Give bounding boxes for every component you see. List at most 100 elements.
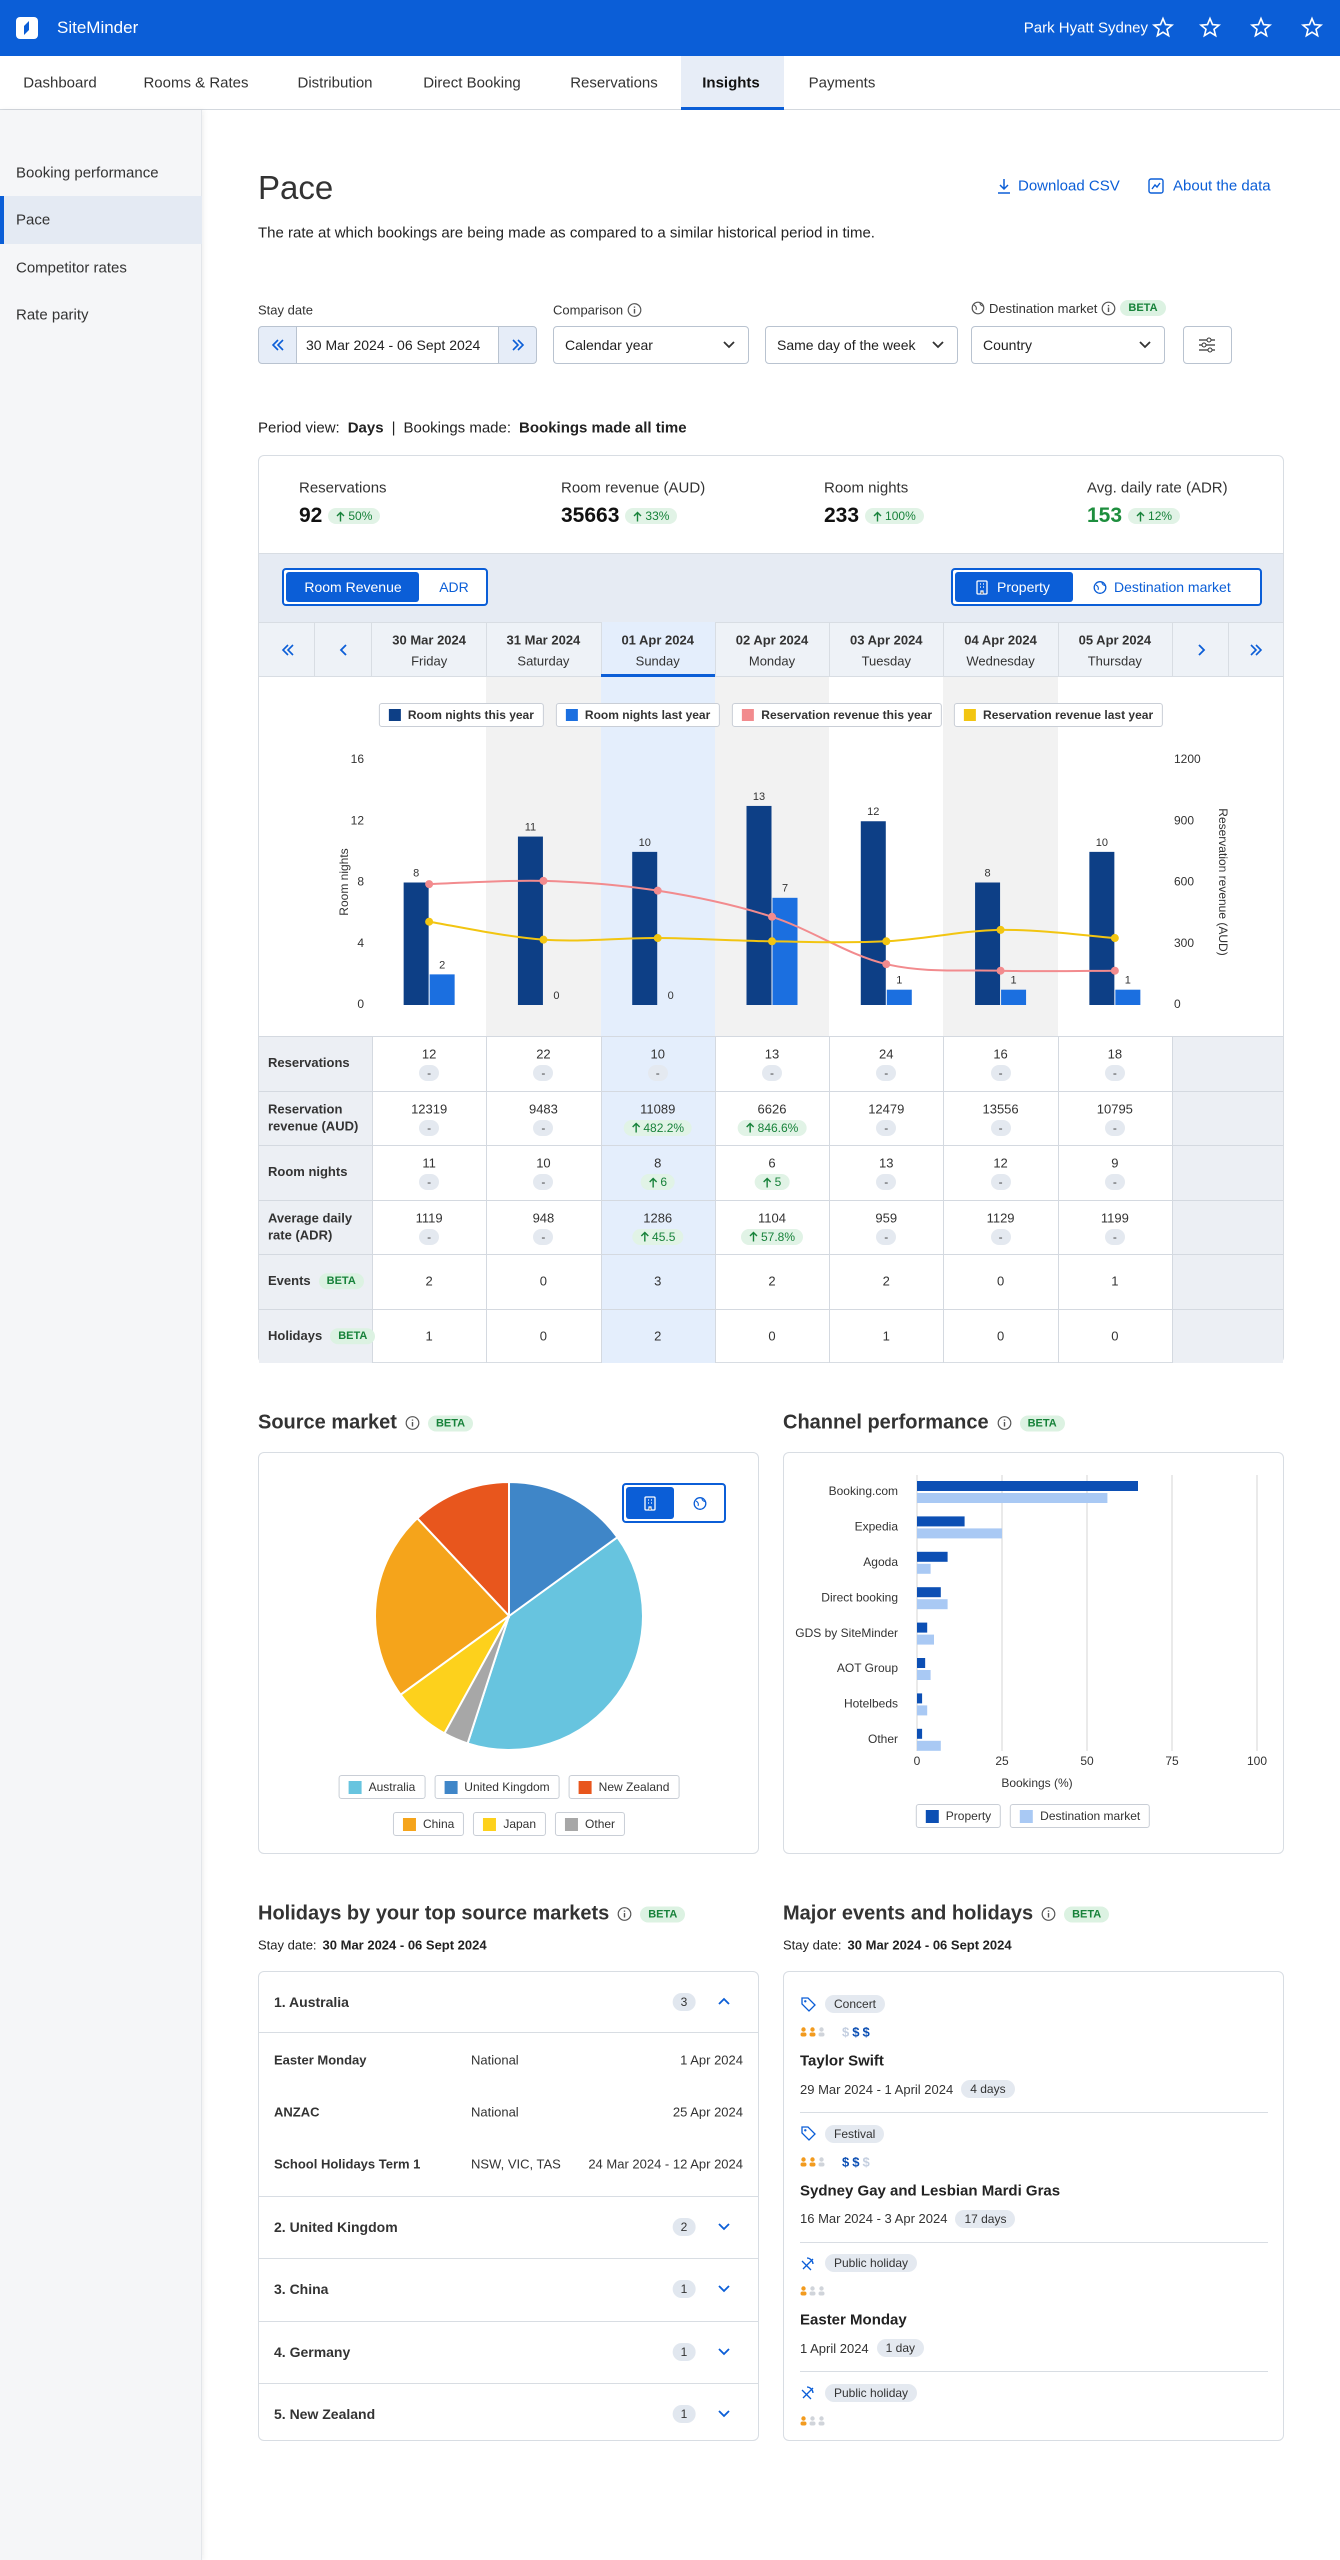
- line-point: [768, 912, 776, 921]
- sidebar-item[interactable]: Booking performance: [16, 164, 159, 182]
- sidebar-item[interactable]: Pace: [16, 211, 51, 229]
- pie-slice: [415, 1480, 510, 1619]
- row-label-text: Room nights: [268, 1164, 348, 1180]
- bar-value-label: 0: [668, 990, 674, 1002]
- kpi-label: Reservations: [299, 479, 387, 497]
- legend-label: United Kingdom: [464, 1780, 550, 1794]
- star-button[interactable]: [1300, 16, 1324, 38]
- cell-value: 12: [993, 1155, 1008, 1171]
- cell-change: 5: [754, 1174, 790, 1191]
- label: SiteMinder: [57, 18, 139, 37]
- cell-change-pill: -: [876, 1174, 897, 1191]
- market-toggle-active: [955, 572, 1073, 602]
- legend-swatch: [565, 1817, 579, 1831]
- star-button[interactable]: [1151, 16, 1175, 38]
- cell-change: -: [1104, 1065, 1125, 1082]
- channel-legend: Property Destination market: [915, 1804, 1151, 1828]
- nav-tab[interactable]: Dashboard: [23, 74, 97, 92]
- holiday-scope: National: [471, 2052, 519, 2068]
- info-icon: [627, 303, 642, 317]
- property-name[interactable]: Park Hyatt Sydney: [1023, 19, 1148, 37]
- sidebar-item[interactable]: Competitor rates: [16, 259, 127, 277]
- legend-label: Japan: [503, 1817, 537, 1831]
- line-point: [653, 886, 662, 895]
- legend-item: Reservation revenue last year: [954, 703, 1164, 727]
- day-weekday: Thursday: [1087, 653, 1142, 669]
- cell-change-pill: -: [990, 1119, 1011, 1136]
- nav-button[interactable]: [1172, 622, 1228, 677]
- line-point: [996, 925, 1005, 934]
- cell-value: 12319: [411, 1101, 448, 1117]
- filter-settings-button[interactable]: [1183, 326, 1232, 364]
- impact-dot-part: [818, 2421, 824, 2425]
- cell-change-pill: -: [1104, 1174, 1125, 1191]
- line-point: [425, 880, 434, 889]
- row-label: Events BETA: [268, 1272, 368, 1290]
- star-button[interactable]: [1249, 16, 1273, 38]
- cell-change: -: [533, 1119, 554, 1136]
- line-point: [882, 960, 891, 969]
- pie-view-toggle-active[interactable]: [626, 1487, 674, 1519]
- day-date[interactable]: 31 Mar 2024: [506, 632, 581, 648]
- globe-icon-part: [973, 302, 984, 311]
- day-date[interactable]: 03 Apr 2024: [850, 632, 923, 648]
- nav-tab[interactable]: Distribution: [297, 74, 373, 92]
- nav-button[interactable]: [315, 622, 372, 677]
- select[interactable]: [765, 326, 958, 364]
- toggle-option[interactable]: Destination market: [1114, 579, 1231, 595]
- page-title: Pace: [258, 169, 334, 206]
- day-date[interactable]: 02 Apr 2024: [735, 632, 809, 648]
- cell-change-pill: -: [1104, 1228, 1125, 1245]
- event-name: Easter Monday: [800, 2311, 907, 2329]
- event-type-icon: [801, 2386, 814, 2400]
- event-type-icon: [800, 2126, 816, 2141]
- impact-dot-part: [809, 2286, 815, 2291]
- weekend-shade: [486, 677, 601, 1036]
- arrow-up-icon: [873, 511, 882, 521]
- price-symbol: $: [842, 2024, 850, 2040]
- toggle-option[interactable]: Room Revenue: [304, 579, 402, 595]
- select-value: Calendar year: [565, 337, 653, 353]
- pill-text: 846.6%: [757, 1120, 799, 1135]
- building-icon: [976, 579, 988, 595]
- dates: 16 Mar 2024 - 3 Apr 2024: [800, 2211, 948, 2226]
- day-weekday: Tuesday: [861, 653, 911, 669]
- column-divider: [943, 622, 945, 677]
- toggle-option[interactable]: Property: [997, 579, 1050, 595]
- y-tick-label: 16: [351, 752, 365, 766]
- stay-date: Stay date: 30 Mar 2024 - 06 Sept 2024: [783, 1938, 1012, 1953]
- day-date[interactable]: 30 Mar 2024: [392, 632, 467, 648]
- market-name: 2. United Kingdom: [274, 2219, 398, 2236]
- nav-tab[interactable]: Direct Booking: [423, 74, 521, 92]
- pill-text: -: [427, 1066, 432, 1081]
- nav-button[interactable]: [1228, 622, 1283, 677]
- cell-value: 0: [768, 1328, 776, 1344]
- nav-button[interactable]: [259, 622, 315, 677]
- count: 1: [672, 2280, 696, 2299]
- star-button[interactable]: [1198, 16, 1222, 38]
- link[interactable]: Download CSV: [1018, 177, 1120, 195]
- count: 3: [672, 1992, 696, 2011]
- sidebar-item[interactable]: Rate parity: [16, 306, 89, 324]
- info-icon: [1101, 301, 1116, 315]
- label: Stay date:: [258, 1937, 317, 1953]
- link[interactable]: About the data: [1173, 177, 1271, 195]
- select[interactable]: [971, 326, 1165, 364]
- day-date[interactable]: 01 Apr 2024: [621, 632, 694, 648]
- nav-tab[interactable]: Insights: [702, 74, 760, 92]
- nav-tab[interactable]: Reservations: [570, 74, 658, 92]
- bar: [917, 1693, 923, 1704]
- cell-value: 18: [1107, 1046, 1123, 1062]
- select[interactable]: [553, 326, 749, 364]
- toggle-option[interactable]: ADR: [439, 579, 469, 595]
- day-date[interactable]: 05 Apr 2024: [1078, 632, 1152, 648]
- day-date[interactable]: 04 Apr 2024: [964, 632, 1037, 648]
- nav-tab[interactable]: Payments: [808, 74, 876, 92]
- x-tick-label: 75: [1165, 1754, 1179, 1768]
- nav-tab[interactable]: Rooms & Rates: [143, 74, 249, 92]
- date-range-input[interactable]: [296, 326, 499, 364]
- holiday-scope: National: [471, 2104, 519, 2120]
- event-tag: Concert: [825, 1995, 886, 2013]
